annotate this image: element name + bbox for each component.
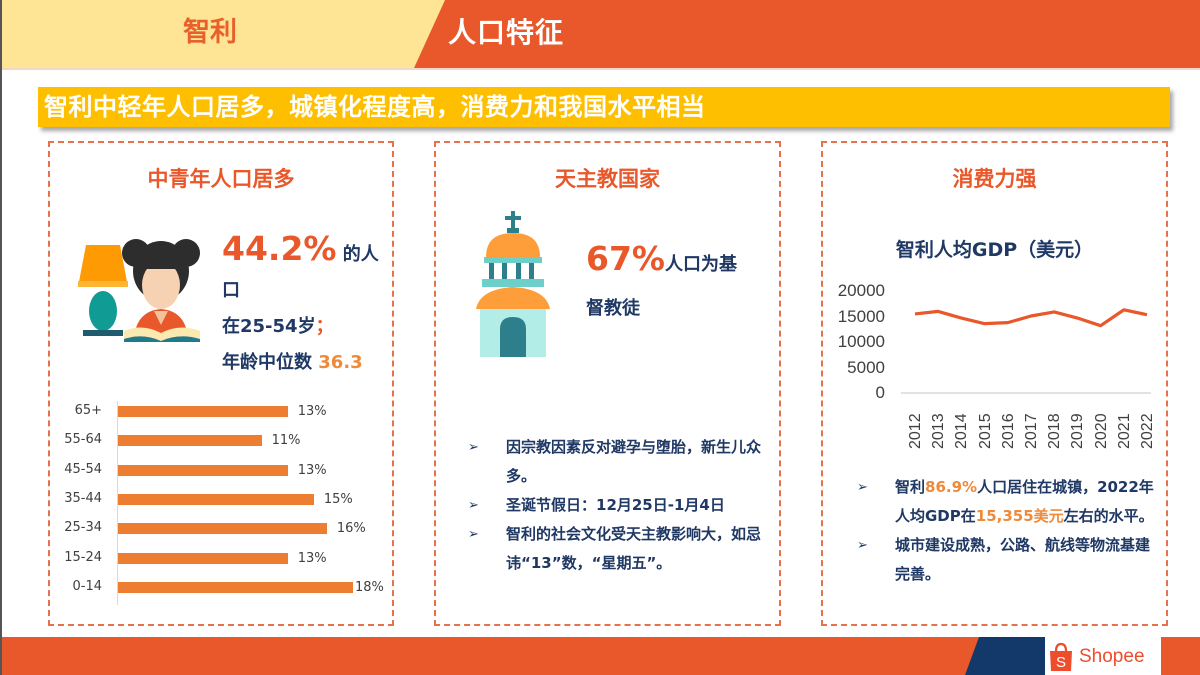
x-tick-label: 2015	[976, 413, 994, 449]
gdp-line-chart: 20000 15000 10000 5000 0 2012 2013 2014 2015 2016…	[823, 275, 1169, 465]
age-stat-value: 44.2%	[222, 229, 337, 268]
age-category-label: 35-44	[64, 490, 102, 506]
religion-stat-block: 67%人口为基 督教徒	[586, 237, 776, 331]
y-tick-label: 5000	[847, 357, 885, 377]
age-stat-block: 44.2% 的人 口 在25-54岁； 年龄中位数 36.3	[222, 231, 392, 381]
religion-stat-line2: 督教徒	[586, 298, 640, 319]
age-bar	[118, 435, 262, 447]
consumption-bullets: ➢ 智利86.9%人口居住在城镇，2022年人均GDP在15,355美元左右的水平…	[857, 473, 1157, 589]
age-stat-punct: ；	[315, 316, 334, 337]
age-bar-row: 15-24 13%	[50, 546, 396, 570]
headline-text: 智利中轻年人口居多，城镇化程度高，消费力和我国水平相当	[44, 93, 706, 121]
left-edge-line	[0, 0, 2, 675]
age-value-label: 13%	[297, 550, 327, 566]
age-bar	[118, 493, 314, 505]
x-tick-label: 2018	[1046, 413, 1064, 449]
age-bar-row: 35-44 15%	[50, 487, 396, 511]
headline-banner: 智利中轻年人口居多，城镇化程度高，消费力和我国水平相当	[38, 87, 1170, 127]
religion-stat-value: 67%	[586, 239, 665, 278]
arrow-bullet-icon: ➢	[468, 440, 479, 455]
x-tick-label: 2019	[1069, 413, 1087, 449]
age-category-label: 65+	[74, 403, 102, 418]
age-stat-suffix: 的人	[336, 244, 379, 265]
bullet-item: ➢ 圣诞节假日：12月25日-1月4日	[468, 491, 768, 520]
age-stat-line2: 口	[222, 280, 240, 301]
age-bar	[118, 552, 288, 564]
bullet-item: ➢ 城市建设成熟，公路、航线等物流基建完善。	[857, 531, 1157, 589]
header-divider	[0, 68, 1200, 70]
age-bar	[118, 523, 327, 535]
age-value-label: 18%	[355, 579, 384, 595]
age-bar	[118, 581, 353, 593]
religion-stat-suffix: 人口为基	[665, 254, 737, 275]
header-right-panel	[414, 0, 1200, 68]
x-tick-label: 2013	[930, 413, 948, 449]
card-age-structure: 中青年人口居多 44.2% 的人 口 在25-54岁； 年龄中位数 36.3 6…	[48, 141, 394, 626]
age-bar	[118, 464, 288, 476]
age-value-label: 13%	[297, 404, 327, 419]
shopping-bag-icon: S	[1050, 642, 1072, 671]
topic-title: 人口特征	[448, 16, 565, 49]
age-bar-row: 45-54 13%	[50, 458, 396, 482]
country-title: 智利	[183, 17, 237, 48]
age-bar-row: 25-34 16%	[50, 516, 396, 540]
bullet-item: ➢ 智利的社会文化受天主教影响大，如忌讳“13”数，“星期五”。	[468, 520, 768, 578]
bullet-item: ➢ 因宗教因素反对避孕与堕胎，新生儿众多。	[468, 433, 768, 491]
median-age-value: 36.3	[318, 352, 363, 373]
age-value-label: 13%	[297, 462, 327, 478]
card-title: 消费力强	[952, 167, 1037, 191]
footer-navy-band	[965, 637, 1045, 675]
girl-reading-icon	[78, 239, 200, 342]
card-title: 中青年人口居多	[147, 167, 295, 191]
x-tick-label: 2012	[907, 413, 924, 449]
x-tick-label: 2021	[1115, 413, 1133, 449]
arrow-bullet-icon: ➢	[857, 480, 868, 495]
arrow-bullet-icon: ➢	[468, 498, 479, 513]
age-chart-axis	[117, 401, 118, 605]
x-tick-label: 2014	[953, 413, 971, 449]
slide-header: 智利 人口特征	[0, 0, 1200, 68]
age-category-label: 45-54	[64, 461, 102, 477]
bullet-item: ➢ 智利86.9%人口居住在城镇，2022年人均GDP在15,355美元左右的水平…	[857, 473, 1157, 531]
gdp-chart-title: 智利人均GDP（美元）	[895, 239, 1094, 261]
x-tick-label: 2022	[1139, 413, 1156, 449]
shopee-logo: S Shopee	[1048, 640, 1145, 674]
x-tick-label: 2020	[1092, 413, 1110, 449]
card-consumption: 消费力强 智利人均GDP（美元） 20000 15000 10000 5000 0 201…	[821, 141, 1168, 626]
arrow-bullet-icon: ➢	[857, 538, 868, 553]
age-stat-line3: 在25-54岁	[222, 316, 316, 337]
age-category-label: 0-14	[72, 578, 102, 594]
age-bar-row: 55-64 11%	[50, 428, 396, 452]
card-religion: 天主教国家 67%人口为基 督教徒 ➢ 因宗教因素反对避孕与堕胎，新生儿众多。 ➢…	[434, 141, 781, 626]
age-value-label: 16%	[336, 521, 366, 537]
gdp-line-plot	[901, 308, 1151, 394]
header-left-panel	[0, 0, 450, 68]
svg-text:S: S	[1056, 654, 1066, 671]
arrow-bullet-icon: ➢	[468, 527, 479, 542]
x-tick-label: 2016	[999, 413, 1017, 449]
age-bar-row: 65+ 13%	[50, 399, 396, 423]
age-distribution-chart: 65+ 13% 55-64 11% 45-54 13% 35-44 15% 25-34 16% 15…	[50, 395, 396, 605]
age-bar-row: 0-14 18%	[50, 575, 396, 599]
y-tick-label: 10000	[837, 332, 885, 351]
church-icon	[476, 211, 550, 357]
y-tick-label: 15000	[837, 306, 885, 326]
median-age-label: 年龄中位数	[222, 352, 319, 373]
age-category-label: 25-34	[64, 520, 102, 536]
age-value-label: 15%	[323, 491, 353, 507]
y-tick-label: 0	[875, 383, 885, 402]
age-category-label: 15-24	[64, 549, 102, 565]
card-title: 天主教国家	[555, 167, 660, 191]
religion-bullets: ➢ 因宗教因素反对避孕与堕胎，新生儿众多。 ➢ 圣诞节假日：12月25日-1月4日 …	[468, 433, 768, 578]
age-category-label: 55-64	[64, 432, 102, 448]
x-tick-label: 2017	[1023, 413, 1040, 449]
brand-name: Shopee	[1079, 646, 1145, 667]
age-value-label: 11%	[271, 433, 301, 449]
y-tick-label: 20000	[837, 281, 885, 300]
age-bar	[118, 406, 288, 417]
slide-footer	[0, 637, 1200, 675]
